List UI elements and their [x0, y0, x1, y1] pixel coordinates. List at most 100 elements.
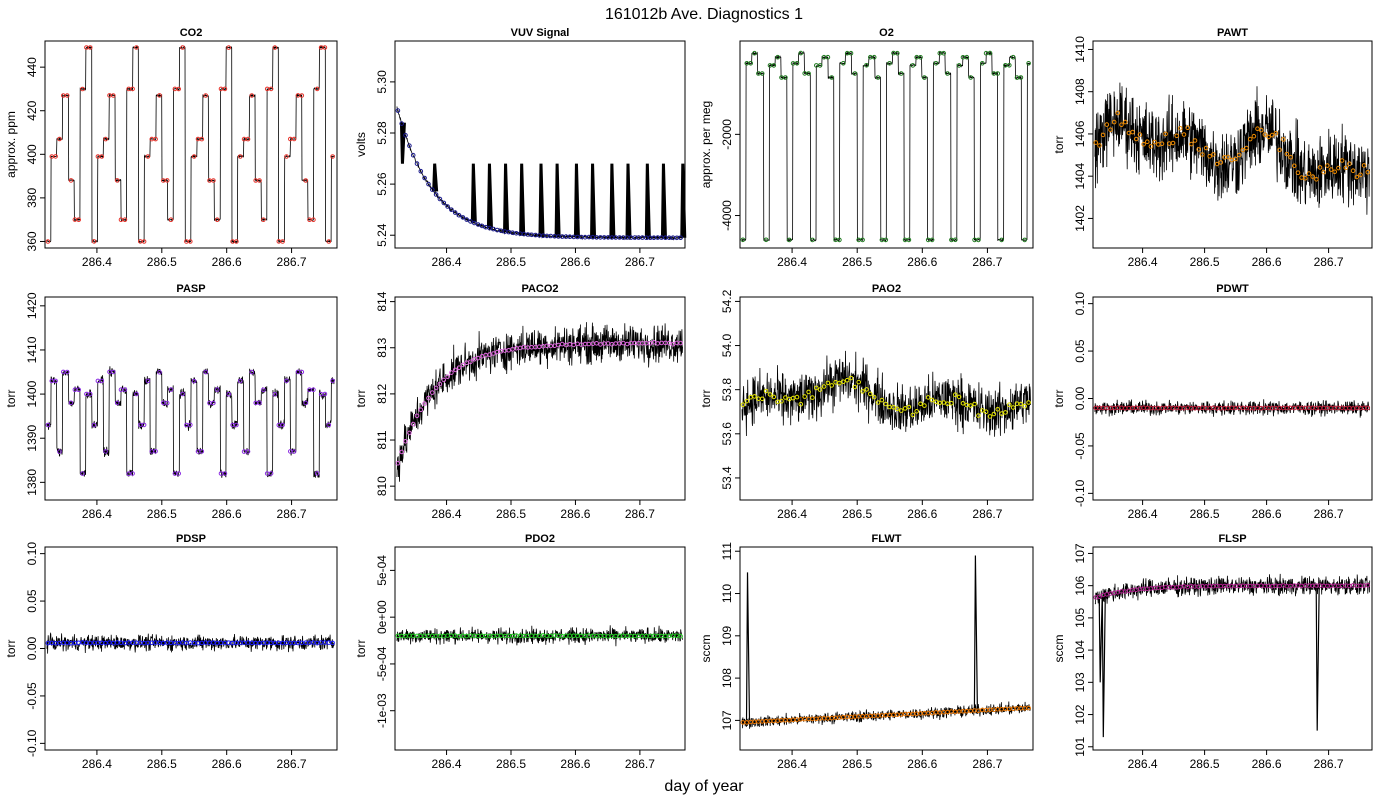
avg-point — [670, 342, 676, 347]
avg-point — [311, 217, 316, 222]
avg-point — [180, 391, 185, 397]
avg-point — [91, 422, 97, 428]
avg-point — [895, 406, 900, 412]
avg-point — [114, 400, 120, 406]
spike — [745, 572, 751, 723]
avg-point — [330, 378, 335, 384]
avg-point — [180, 45, 185, 50]
spike — [609, 163, 616, 238]
avg-point — [1178, 126, 1183, 131]
avg-point — [1196, 147, 1201, 152]
avg-point — [1339, 158, 1345, 163]
y-axis-label: torr — [1052, 135, 1066, 153]
avg-point — [922, 403, 927, 408]
avg-point — [226, 391, 231, 397]
avg-point — [1262, 132, 1268, 137]
avg-point — [1163, 131, 1168, 137]
plot-frame — [739, 40, 1034, 249]
avg-point — [188, 239, 193, 244]
avg-point — [203, 93, 208, 98]
x-tick-label: 286.6 — [907, 757, 937, 771]
avg-point — [968, 75, 974, 80]
avg-point — [1170, 140, 1176, 146]
avg-point — [268, 86, 274, 92]
x-tick-label: 286.5 — [1190, 757, 1220, 771]
avg-point — [103, 136, 108, 142]
avg-point — [1026, 61, 1031, 66]
avg-point — [134, 45, 139, 50]
avg-point — [1244, 145, 1249, 151]
y-tick-label: 107 — [720, 710, 734, 730]
y-axis-label: torr — [1052, 389, 1066, 407]
y-axis-label: torr — [354, 639, 368, 657]
x-tick-label: 286.5 — [496, 255, 526, 269]
y-tick-label: 5.30 — [375, 70, 389, 94]
avg-point — [257, 400, 262, 406]
avg-point — [234, 239, 239, 244]
y-tick-label: 54.2 — [720, 289, 734, 313]
panel-title: O2 — [879, 27, 894, 39]
avg-point — [964, 54, 970, 60]
spike — [644, 163, 651, 238]
avg-point — [1306, 171, 1312, 176]
panel-o2: O2 approx. per meg 286.4 286.5 286.6 286.7 -40… — [699, 27, 1034, 269]
y-tick-label: 1404 — [1073, 163, 1087, 190]
avg-point — [1018, 75, 1024, 80]
y-tick-label: 810 — [375, 476, 389, 496]
avg-point — [245, 136, 251, 142]
x-tick-label: 286.5 — [147, 255, 177, 269]
avg-point — [164, 400, 170, 406]
avg-point — [261, 387, 266, 393]
avg-point — [1192, 138, 1198, 143]
panel-paco2: PACO2 torr 286.4 286.5 286.6 286.7 810 811 812 81… — [354, 283, 686, 521]
x-tick-label: 286.6 — [1252, 507, 1282, 521]
avg-point — [1022, 403, 1027, 409]
avg-point — [945, 71, 950, 76]
avg-point — [1159, 141, 1165, 146]
panel-title: PDWT — [1216, 283, 1249, 295]
avg-point — [284, 378, 289, 384]
avg-point — [864, 387, 869, 392]
spike — [399, 122, 406, 164]
avg-point — [906, 404, 912, 410]
avg-point — [76, 387, 81, 393]
avg-point — [790, 395, 796, 401]
avg-point — [410, 152, 416, 158]
avg-point — [841, 61, 846, 66]
avg-point — [1119, 122, 1124, 127]
avg-point — [763, 388, 769, 394]
avg-point — [326, 422, 332, 428]
avg-point — [68, 400, 74, 406]
spike — [470, 163, 477, 223]
y-axis-label: torr — [4, 389, 18, 407]
avg-point — [314, 471, 320, 476]
y-tick-label: 360 — [25, 231, 39, 251]
y-tick-label: -1e-03 — [375, 693, 389, 728]
x-tick-label: 286.5 — [842, 757, 872, 771]
avg-point — [449, 207, 454, 212]
y-tick-label: -0.10 — [1073, 479, 1087, 507]
avg-point — [456, 212, 462, 218]
avg-point — [1003, 410, 1008, 415]
raw-trace — [1094, 82, 1371, 215]
avg-point — [452, 210, 458, 215]
avg-point — [211, 400, 216, 406]
avg-point — [666, 340, 672, 346]
avg-point — [1365, 583, 1371, 588]
y-tick-label: 1402 — [1073, 205, 1087, 232]
avg-point — [314, 86, 320, 92]
avg-point — [76, 217, 81, 222]
x-tick-label: 286.6 — [212, 757, 242, 771]
avg-point — [1181, 132, 1187, 137]
avg-point — [403, 439, 408, 444]
avg-point — [1361, 163, 1367, 168]
panel-vuv: VUV Signal volts 286.4 286.5 286.6 286.7 5.24 5… — [354, 27, 687, 269]
avg-point — [238, 378, 243, 384]
y-tick-label: 54.0 — [720, 334, 734, 358]
y-tick-label: 109 — [720, 625, 734, 645]
y-axis-label: torr — [4, 639, 18, 657]
avg-point — [222, 471, 228, 476]
avg-point — [759, 71, 765, 76]
x-tick-label: 286.6 — [907, 507, 937, 521]
